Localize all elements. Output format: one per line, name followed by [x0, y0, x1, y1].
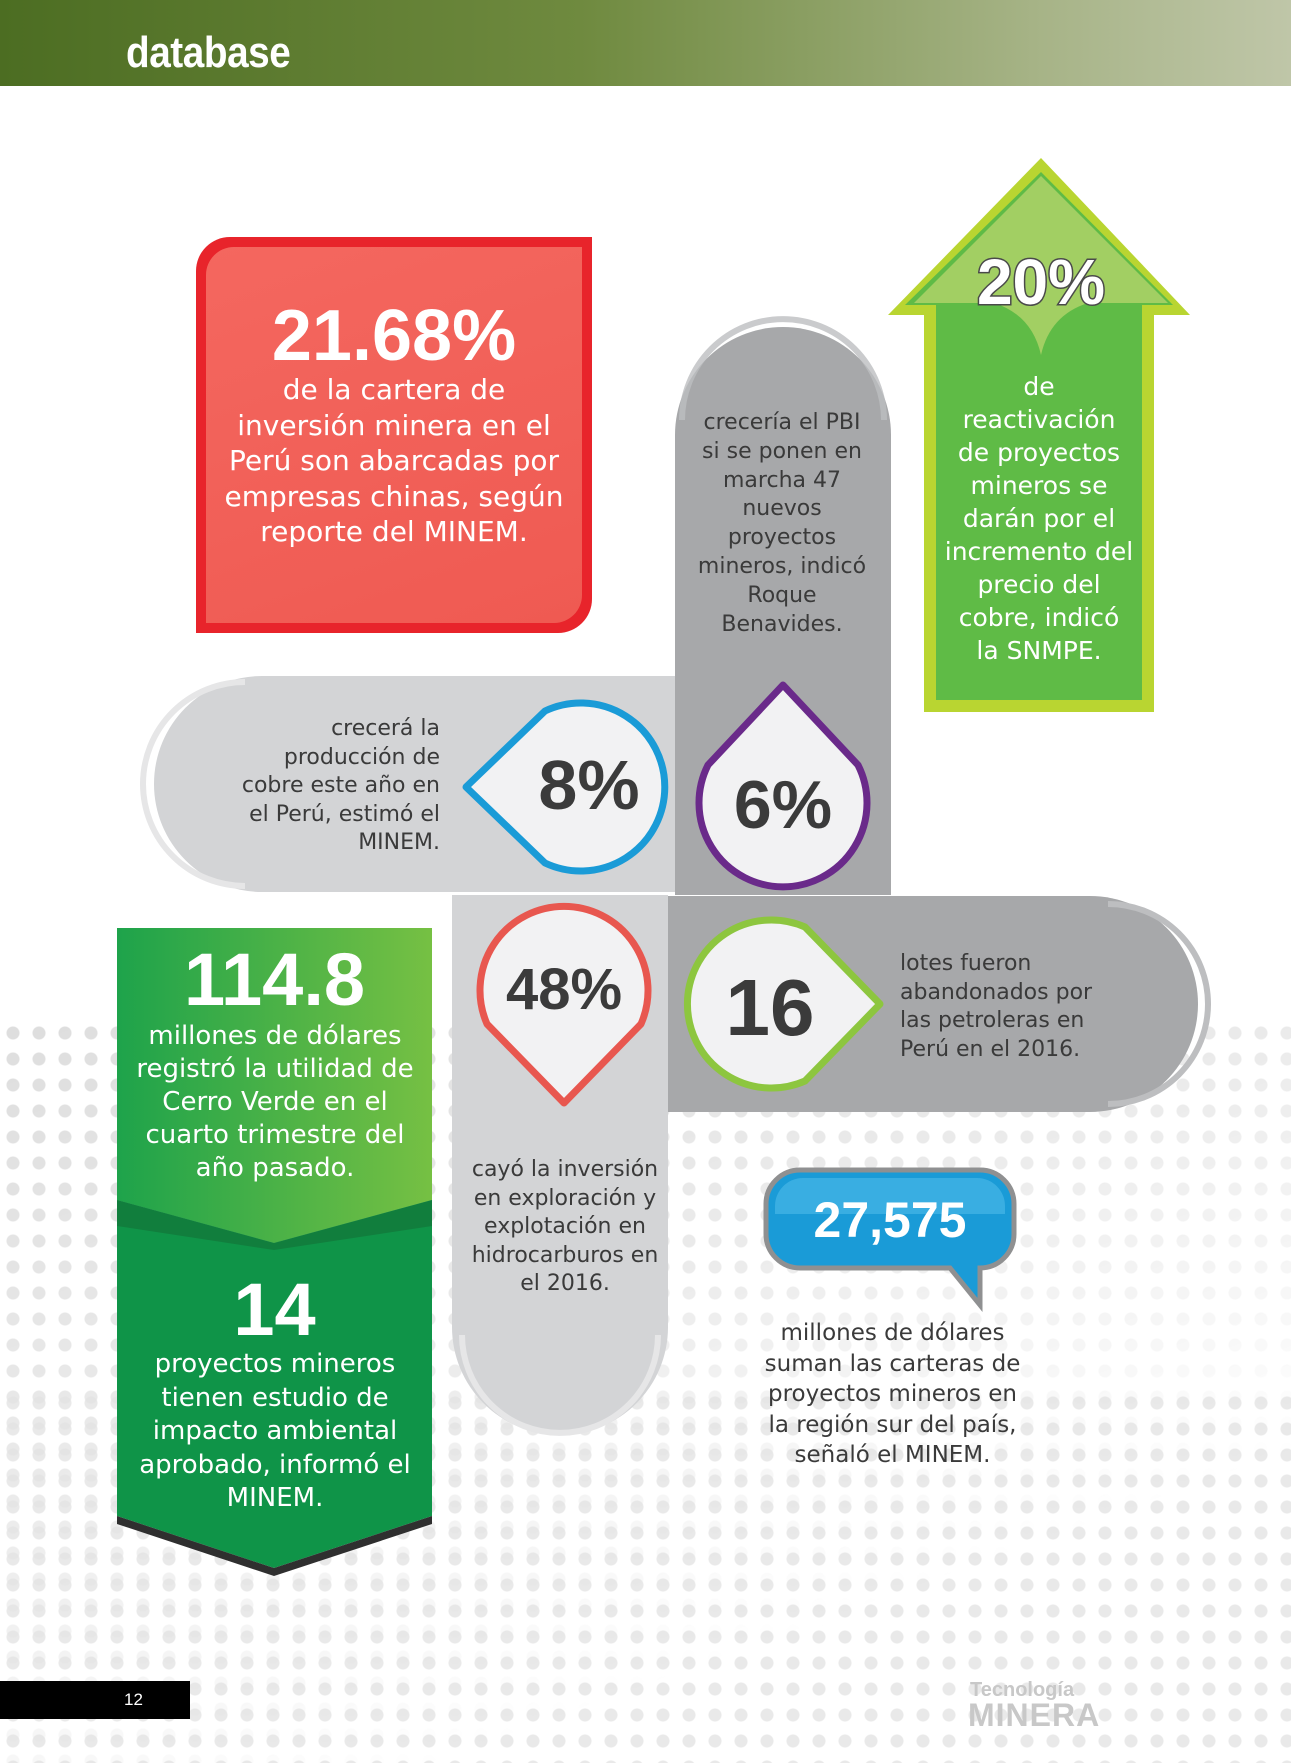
header-bar — [0, 0, 1291, 86]
eia-stat-value: 14 — [233, 1268, 316, 1351]
pbi-stat-text: crecería el PBI si se ponen en marcha 47… — [697, 410, 867, 637]
logo-bottom-text: MINERA — [968, 1697, 1101, 1733]
cartera-stat-text: millones de dólares suman las carteras d… — [764, 1320, 1021, 1468]
hidro-stat-text: cayó la inversión en exploración y explo… — [471, 1157, 659, 1297]
red-stat-text: de la cartera de inversión minera en el … — [224, 373, 564, 548]
cobre-stat-text: crecerá la producción de cobre este año … — [241, 716, 440, 856]
arrow-body — [905, 172, 1173, 700]
red-stat-card-inner — [206, 247, 582, 623]
utilidad-stat-text: millones de dólares registró la utilidad… — [136, 1021, 414, 1183]
utilidad-stat-value: 114.8 — [183, 938, 366, 1021]
logo-top-text: Tecnología — [970, 1679, 1075, 1701]
page-number: 12 — [124, 1690, 143, 1709]
arrow-stat-value: 20% — [975, 245, 1106, 320]
green-column-bottom — [117, 1200, 432, 1568]
magazine-logo: Tecnología MINERA — [968, 1679, 1101, 1733]
red-drop-marker — [476, 902, 652, 1107]
lotes-stat-text: lotes fueron abandonados por las petrole… — [900, 951, 1093, 1062]
cobre-stat-value: 8% — [538, 746, 640, 824]
hidro-stat-value: 48% — [505, 957, 623, 1022]
purple-drop-marker — [695, 681, 871, 891]
cartera-stat-value: 27,575 — [813, 1192, 967, 1248]
green-drop-marker — [683, 916, 884, 1092]
page-number-bar — [0, 1681, 190, 1719]
section-title: database — [126, 28, 291, 77]
blue-drop-marker — [462, 699, 669, 875]
eia-stat-text: proyectos mineros tienen estudio de impa… — [139, 1349, 411, 1513]
arrow-stat-text: de reactivación de proyectos mineros se … — [944, 372, 1134, 665]
red-stat-value: 21.68% — [271, 296, 517, 376]
lotes-stat-value: 16 — [725, 963, 815, 1052]
pbi-stat-value: 6% — [733, 767, 833, 843]
